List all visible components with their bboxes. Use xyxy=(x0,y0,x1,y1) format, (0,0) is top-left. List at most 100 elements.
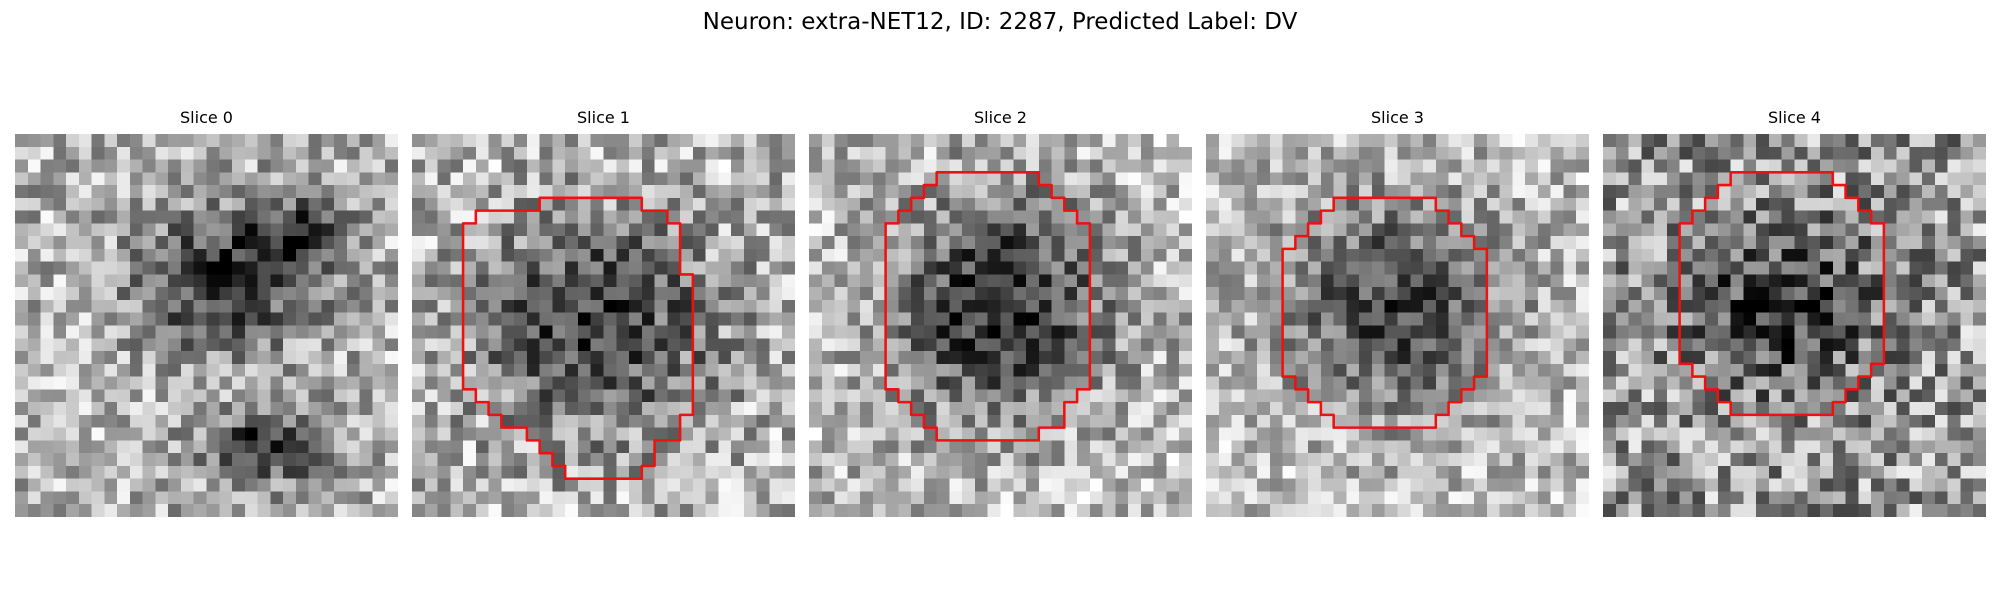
image-pixel xyxy=(1871,146,1885,160)
image-pixel xyxy=(1179,134,1192,148)
image-pixel xyxy=(1909,185,1923,199)
image-pixel xyxy=(962,478,976,492)
image-pixel xyxy=(1973,453,1986,467)
image-pixel xyxy=(168,389,182,403)
image-pixel xyxy=(283,402,297,416)
image-pixel xyxy=(1359,185,1373,199)
image-pixel xyxy=(1537,287,1551,301)
image-pixel xyxy=(142,223,156,237)
image-pixel xyxy=(142,363,156,377)
image-pixel xyxy=(603,440,617,454)
image-pixel xyxy=(821,274,835,288)
image-pixel xyxy=(1166,363,1180,377)
image-pixel xyxy=(603,134,617,148)
image-pixel xyxy=(1423,465,1437,479)
image-pixel xyxy=(346,210,360,224)
image-pixel xyxy=(1308,376,1322,390)
image-pixel xyxy=(1896,312,1910,326)
image-pixel xyxy=(692,299,706,313)
image-pixel xyxy=(1628,338,1642,352)
image-pixel xyxy=(705,363,719,377)
image-pixel xyxy=(1026,440,1040,454)
image-pixel xyxy=(232,440,246,454)
image-pixel xyxy=(1576,261,1589,275)
image-pixel xyxy=(1166,440,1180,454)
image-pixel xyxy=(372,414,386,428)
image-pixel xyxy=(1206,236,1220,250)
image-pixel xyxy=(1026,504,1040,517)
image-pixel xyxy=(1140,465,1154,479)
image-pixel xyxy=(412,210,426,224)
image-pixel xyxy=(731,414,745,428)
image-pixel xyxy=(654,389,668,403)
image-pixel xyxy=(1384,504,1398,517)
image-pixel xyxy=(424,465,438,479)
image-pixel xyxy=(1282,185,1296,199)
image-pixel xyxy=(437,185,451,199)
image-pixel xyxy=(718,146,732,160)
image-pixel xyxy=(1743,223,1757,237)
image-pixel xyxy=(1206,389,1220,403)
image-pixel xyxy=(936,299,950,313)
image-pixel xyxy=(1654,453,1668,467)
image-pixel xyxy=(1320,172,1334,186)
image-pixel xyxy=(66,185,80,199)
image-pixel xyxy=(1512,376,1526,390)
image-pixel xyxy=(1435,504,1449,517)
image-pixel xyxy=(346,261,360,275)
image-pixel xyxy=(629,351,643,365)
image-pixel xyxy=(385,363,398,377)
image-pixel xyxy=(962,453,976,467)
image-pixel xyxy=(1550,363,1564,377)
image-pixel xyxy=(219,504,233,517)
image-pixel xyxy=(654,159,668,173)
image-pixel xyxy=(1333,248,1347,262)
image-pixel xyxy=(1883,185,1897,199)
image-pixel xyxy=(1128,338,1142,352)
image-pixel xyxy=(565,504,579,517)
image-pixel xyxy=(1807,453,1821,467)
image-pixel xyxy=(359,465,373,479)
image-pixel xyxy=(1705,478,1719,492)
image-pixel xyxy=(501,414,515,428)
image-pixel xyxy=(1654,465,1668,479)
image-pixel xyxy=(1410,299,1424,313)
image-pixel xyxy=(1820,376,1834,390)
image-pixel xyxy=(1384,210,1398,224)
image-pixel xyxy=(1486,134,1500,148)
image-pixel xyxy=(53,248,67,262)
image-pixel xyxy=(1486,185,1500,199)
image-pixel xyxy=(911,197,925,211)
image-pixel xyxy=(885,185,899,199)
image-pixel xyxy=(283,389,297,403)
image-pixel xyxy=(1486,440,1500,454)
image-pixel xyxy=(667,210,681,224)
image-pixel xyxy=(450,210,464,224)
image-pixel xyxy=(539,351,553,365)
image-pixel xyxy=(283,351,297,365)
image-pixel xyxy=(78,223,92,237)
image-pixel xyxy=(1282,197,1296,211)
image-pixel xyxy=(1064,248,1078,262)
image-pixel xyxy=(1512,223,1526,237)
image-pixel xyxy=(1179,338,1192,352)
image-pixel xyxy=(385,414,398,428)
image-pixel xyxy=(1934,312,1948,326)
image-pixel xyxy=(1550,197,1564,211)
image-pixel xyxy=(769,146,783,160)
image-pixel xyxy=(488,236,502,250)
image-pixel xyxy=(1550,440,1564,454)
image-pixel xyxy=(424,325,438,339)
image-pixel xyxy=(1934,325,1948,339)
image-pixel xyxy=(1832,172,1846,186)
image-pixel xyxy=(911,465,925,479)
image-pixel xyxy=(1102,402,1116,416)
image-pixel xyxy=(1832,389,1846,403)
image-pixel xyxy=(1295,197,1309,211)
image-pixel xyxy=(295,159,309,173)
image-pixel xyxy=(1486,248,1500,262)
image-pixel xyxy=(1384,134,1398,148)
image-pixel xyxy=(1461,351,1475,365)
image-pixel xyxy=(1000,504,1014,517)
image-pixel xyxy=(334,312,348,326)
